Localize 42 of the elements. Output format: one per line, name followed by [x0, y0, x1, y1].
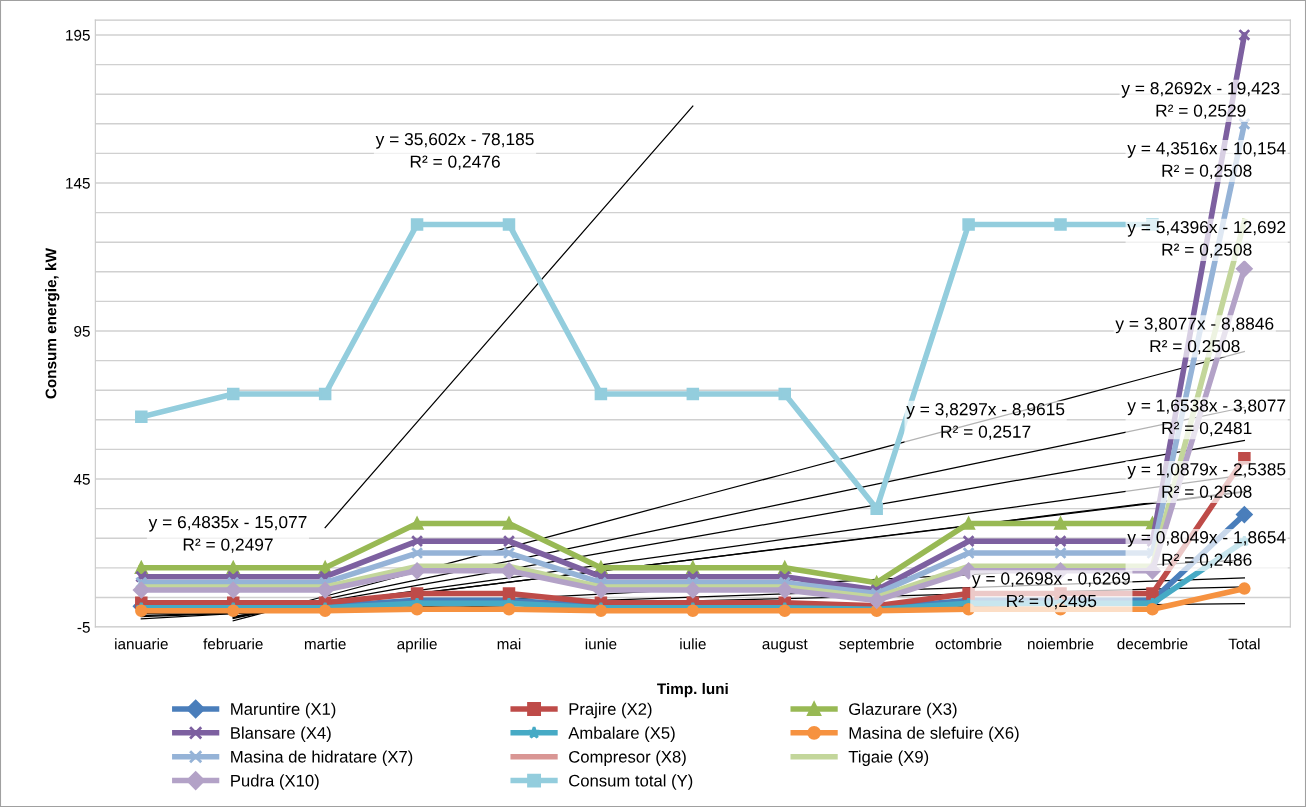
y-tick-label: -5	[77, 622, 90, 633]
annotation: y = 4,3516x - 10,154 R² = 0,2508	[1127, 142, 1286, 179]
y-tick-label: 45	[73, 474, 90, 485]
annotation: y = 1,6538x - 3,8077 R² = 0,2481	[1127, 399, 1286, 437]
annotation: y = 6,4835x - 15,077 R² = 0,2497	[148, 515, 307, 553]
x-tick-label: aprilie	[397, 638, 437, 653]
x-axis-title: Timp. luni	[657, 682, 728, 698]
x-tick-label: iulie	[680, 638, 706, 650]
x-tick-label: mai	[497, 638, 521, 650]
annotation: y = 3,8077x - 8,8846 R² = 0,2508	[1115, 317, 1274, 355]
legend-label: Prajire (X2)	[569, 702, 652, 719]
x-tick-label: Total	[1228, 638, 1260, 650]
x-tick-label: iunie	[585, 638, 617, 650]
x-tick-label: martie	[304, 638, 346, 650]
legend-label: Blansare (X4)	[231, 726, 331, 743]
x-tick-label: februarie	[203, 638, 263, 650]
legend-label: Masina de hidratare (X7)	[231, 750, 413, 766]
annotation: y = 0,8049x - 1,8654 R² = 0,2486	[1127, 531, 1286, 568]
annotation: y = 0,2698x - 0,6269 R² = 0,2495	[971, 572, 1130, 610]
legend-label: Masina de slefuire (X6)	[849, 726, 1019, 743]
annotation: y = 5,4396x - 12,692 R² = 0,2508	[1127, 220, 1286, 258]
x-tick-label: octombrie	[935, 638, 1002, 650]
legend-label: Compresor (X8)	[569, 750, 686, 766]
annotation: y = 3,8297x - 8,9615 R² = 0,2517	[906, 403, 1065, 440]
annotation: y = 8,2692x - 19,423 R² = 0,2529	[1121, 82, 1280, 119]
legend-label: Pudra (X10)	[231, 774, 319, 790]
annotation: y = 35,602x - 78,185 R² = 0,2476	[375, 132, 534, 170]
x-tick-label: ianuarie	[115, 638, 168, 650]
annotation: y = 1,0879x - 2,5385 R² = 0,2508	[1127, 463, 1286, 500]
x-tick-label: decembrie	[1117, 638, 1188, 650]
x-tick-label: august	[762, 639, 808, 653]
y-tick-label: 145	[66, 178, 90, 189]
y-tick-label: 95	[74, 325, 90, 337]
y-axis-title: Consum energie, kW	[45, 248, 60, 399]
legend-label: Glazurare (X3)	[849, 702, 957, 719]
y-tick-label: 195	[66, 29, 90, 41]
legend-label: Consum total (Y)	[569, 774, 693, 790]
legend-label: Tigaie (X9)	[848, 750, 929, 766]
legend-label: Ambalare (X5)	[568, 726, 675, 743]
legend-label: Maruntire (X1)	[231, 702, 336, 719]
x-tick-label: septembrie	[839, 638, 914, 653]
x-tick-label: noiembrie	[1028, 638, 1094, 650]
